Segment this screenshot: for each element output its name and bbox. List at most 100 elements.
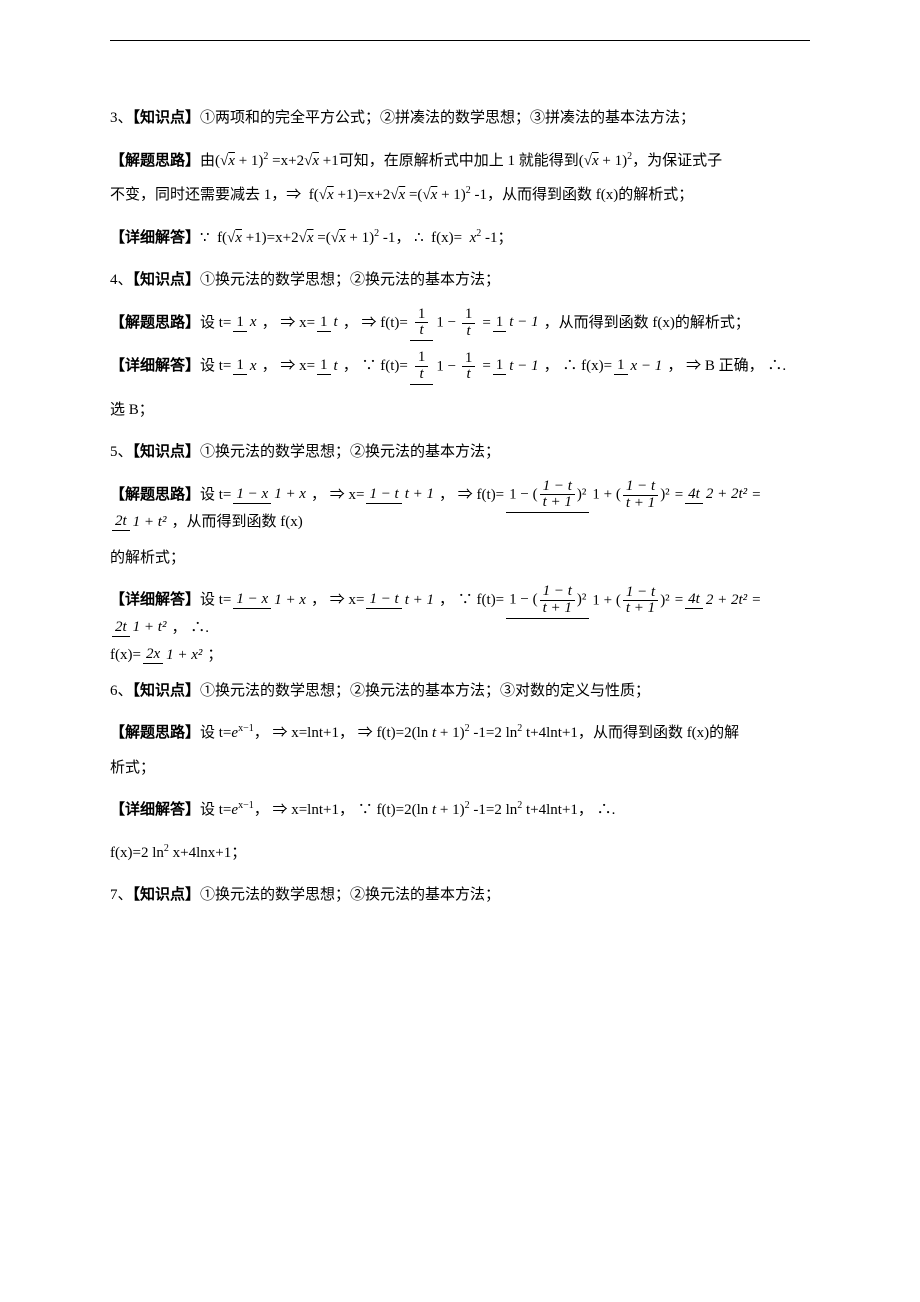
t: ， ∵ f(t)= [343,357,408,377]
idea-label: 【解题思路】 [110,153,200,169]
select-b: 选 B； [110,402,154,418]
detail-label: 【详细解答】 [110,591,200,611]
frac-c: 4t2 + 2t² [685,487,750,504]
eq: = [482,357,490,377]
p3-detail: 【详细解答】∵ f(√x +1)=x+2√x =(√x + 1)2 -1， ∴ … [110,221,810,256]
t: ， ⇒ B 正确， ∴. [667,357,786,377]
top-rule [110,40,810,41]
therefore: ∴ [414,230,424,246]
frac-1-tminus1: 1t − 1 [493,315,542,332]
t: 设 t= [200,486,231,506]
p6-knowledge: 6、【知识点】①换元法的数学思想；②换元法的基本方法；③对数的定义与性质； [110,674,810,709]
frac-1-xminus1: 1x − 1 [614,358,665,375]
expr: f(√x +1)=x+2√x =(√x + 1)2 -1， [210,230,411,246]
t: ， ∴ f(x)= [544,357,612,377]
frac-1-t: 1t [317,315,341,332]
p6-idea2: 析式； [110,751,810,786]
t: ， ∵ f(t)= [439,591,504,611]
kn-label: 【知识点】 [133,110,201,126]
bigfrac-ft5: 1 − (1 − tt + 1)² 1 + (1 − tt + 1)² [506,583,673,619]
expr: (√x + 1)2 [579,153,632,169]
t: ， ∴. [171,619,209,639]
bigfrac-ft: 1t 1 − 1t [410,306,480,342]
p4-num: 4、 [110,272,133,288]
frac-1-x: 1x [233,358,259,375]
p4-idea: 【解题思路】 设 t= 1x ， ⇒ x= 1t ， ⇒ f(t)= 1t 1 … [110,306,810,342]
idea-label: 【解题思路】 [110,486,200,506]
t: 的解析式； [110,550,185,566]
frac-b: 1 − tt + 1 [366,592,437,609]
eq: = [482,314,490,334]
t: 设 t= [200,314,231,334]
p5-num: 5、 [110,444,133,460]
p4-knowledge: 4、【知识点】①换元法的数学思想；②换元法的基本方法； [110,263,810,298]
t: 析式； [110,760,155,776]
frac-d: 2t1 + t² [112,620,169,637]
frac-a: 1 − x1 + x [233,592,309,609]
frac-1-x: 1x [233,315,259,332]
p6-num: 6、 [110,683,133,699]
kn-label: 【知识点】 [133,683,201,699]
detail-label: 【详细解答】 [110,802,200,818]
frac-1-t: 1t [317,358,341,375]
eq: = [675,591,683,611]
p5-final: f(x)= 2x1 + x² ； [110,646,810,666]
p3-knowledge: 3、【知识点】①两项和的完全平方公式；②拼凑法的数学思想；③拼凑法的基本法方法； [110,101,810,136]
frac-c: 4t2 + 2t² [685,592,750,609]
t: 设 t= [200,357,231,377]
t: ， ⇒ x= [311,591,364,611]
expr: f(√x +1)=x+2√x =(√x + 1)2 -1， [301,187,502,203]
p6-detail: 【详细解答】设 t=ex−1， ⇒ x=lnt+1， ∵ f(t)=2(ln t… [110,793,810,828]
t: 不变，同时还需要减去 1， [110,187,286,203]
t: 从而得到函数 f(x)的解析式； [502,187,693,203]
t: f(x)= [110,646,141,666]
p6-idea: 【解题思路】设 t=ex−1， ⇒ x=lnt+1， ⇒ f(t)=2(ln t… [110,716,810,751]
p6-final: f(x)=2 ln2 x+4lnx+1； [110,836,810,871]
p7-knowledge: 7、【知识点】①换元法的数学思想；②换元法的基本方法； [110,878,810,913]
p5-idea: 【解题思路】 设 t= 1 − x1 + x ， ⇒ x= 1 − tt + 1… [110,478,810,533]
t: ，从而得到函数 f(x)的解析式； [544,314,750,334]
p6-kn-text: ①换元法的数学思想；②换元法的基本方法；③对数的定义与性质； [200,683,650,699]
detail-label: 【详细解答】 [110,357,200,377]
implies: ⇒ [286,187,301,203]
kn-label: 【知识点】 [133,272,201,288]
t: ； [207,646,222,666]
expr: f(x)= x2 -1； [424,230,513,246]
t: ， ⇒ f(t)= [343,314,408,334]
bigfrac-ft: 1t 1 − 1t [410,349,480,385]
t: 可知，在原解析式中加上 1 就能得到 [339,153,579,169]
p3-num: 3、 [110,110,133,126]
eq: = [752,591,760,611]
detail-label: 【详细解答】 [110,230,200,246]
t: ，从而得到函数 f(x) [171,513,302,533]
p7-kn-text: ①换元法的数学思想；②换元法的基本方法； [200,887,500,903]
eq: = [752,486,760,506]
p3-idea-line2: 不变，同时还需要减去 1，⇒ f(√x +1)=x+2√x =(√x + 1)2… [110,178,810,213]
p4-detail: 【详细解答】 设 t= 1x ， ⇒ x= 1t ， ∵ f(t)= 1t 1 … [110,349,810,385]
frac-b: 1 − tt + 1 [366,487,437,504]
expr: f(x)=2 ln2 x+4lnx+1； [110,845,246,861]
t: ， ⇒ x= [262,357,315,377]
p3-kn-text: ①两项和的完全平方公式；②拼凑法的数学思想；③拼凑法的基本法方法； [200,110,695,126]
p4-kn-text: ①换元法的数学思想；②换元法的基本方法； [200,272,500,288]
page: 3、【知识点】①两项和的完全平方公式；②拼凑法的数学思想；③拼凑法的基本法方法；… [0,0,920,1033]
p7-num: 7、 [110,887,133,903]
because: ∵ [200,230,210,246]
p5-knowledge: 5、【知识点】①换元法的数学思想；②换元法的基本方法； [110,435,810,470]
eq: = [675,486,683,506]
idea-label: 【解题思路】 [110,725,200,741]
t: ，为保证式子 [632,153,722,169]
t: ， ⇒ x= [262,314,315,334]
t: 由 [200,153,215,169]
p3-idea-line1: 【解题思路】由(√x + 1)2 =x+2√x +1可知，在原解析式中加上 1 … [110,144,810,179]
p5-detail: 【详细解答】 设 t= 1 − x1 + x ， ⇒ x= 1 − tt + 1… [110,583,810,638]
expr: ex−1 [231,802,253,818]
expr: ex−1 [231,725,253,741]
frac-d: 2t1 + t² [112,514,169,531]
t: 设 t= [200,802,231,818]
bigfrac-ft5: 1 − (1 − tt + 1)² 1 + (1 − tt + 1)² [506,478,673,514]
t: ， ⇒ x=lnt+1， ∵ f(t)=2(ln t + 1)2 -1=2 ln… [254,802,616,818]
idea-label: 【解题思路】 [110,314,200,334]
frac-final: 2x1 + x² [143,647,205,664]
t: ， ⇒ x=lnt+1， ⇒ f(t)=2(ln t + 1)2 -1=2 ln… [254,725,593,741]
